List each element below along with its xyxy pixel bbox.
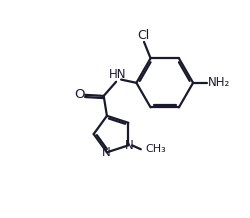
Text: CH₃: CH₃ xyxy=(144,144,165,154)
Text: Cl: Cl xyxy=(136,29,148,42)
Text: N: N xyxy=(124,139,133,152)
Text: HN: HN xyxy=(109,68,126,81)
Text: NH₂: NH₂ xyxy=(208,76,230,89)
Text: O: O xyxy=(74,88,85,101)
Text: N: N xyxy=(101,146,110,159)
